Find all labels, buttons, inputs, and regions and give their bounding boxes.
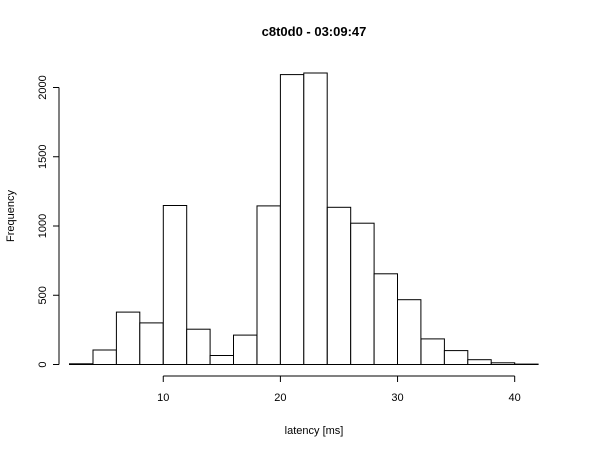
histogram-bar-12 [350, 222, 375, 365]
histogram-bar-16 [443, 350, 469, 366]
y-tick-label: 1000 [37, 214, 49, 238]
histogram-bar-4 [162, 205, 188, 365]
y-axis-label: Frequency [5, 190, 17, 242]
x-axis-label: latency [ms] [285, 425, 344, 437]
histogram-bar-6 [209, 355, 235, 365]
y-axis: 0 500 1000 1500 2000 [37, 75, 60, 368]
histogram-bar-1 [92, 349, 117, 365]
histogram-bar-17 [467, 359, 492, 366]
histogram-bar-15 [420, 338, 445, 365]
histogram-bar-11 [326, 206, 352, 365]
histogram-bars [69, 72, 539, 366]
x-tick-label: 30 [391, 392, 403, 404]
y-tick-label: 500 [37, 286, 49, 304]
y-tick-label: 2000 [37, 75, 49, 99]
histogram-bar-8 [256, 205, 281, 365]
x-tick-label: 20 [274, 392, 286, 404]
x-axis: 10 20 30 40 [157, 375, 521, 404]
histogram-bar-0 [69, 363, 94, 365]
histogram-bar-2 [115, 311, 141, 366]
histogram-bar-13 [373, 273, 399, 365]
chart-title: c8t0d0 - 03:09:47 [262, 24, 367, 39]
histogram-bar-5 [186, 328, 211, 366]
x-tick-label: 40 [509, 392, 521, 404]
y-tick-label: 0 [37, 361, 49, 367]
histogram-bar-10 [303, 72, 328, 365]
x-tick-label: 10 [157, 392, 169, 404]
histogram-bar-18 [490, 362, 516, 365]
histogram-bar-9 [279, 74, 305, 365]
y-tick-label: 1500 [37, 145, 49, 169]
histogram-bar-3 [139, 322, 164, 365]
histogram-bar-7 [233, 334, 258, 366]
histogram-bar-14 [397, 299, 422, 366]
